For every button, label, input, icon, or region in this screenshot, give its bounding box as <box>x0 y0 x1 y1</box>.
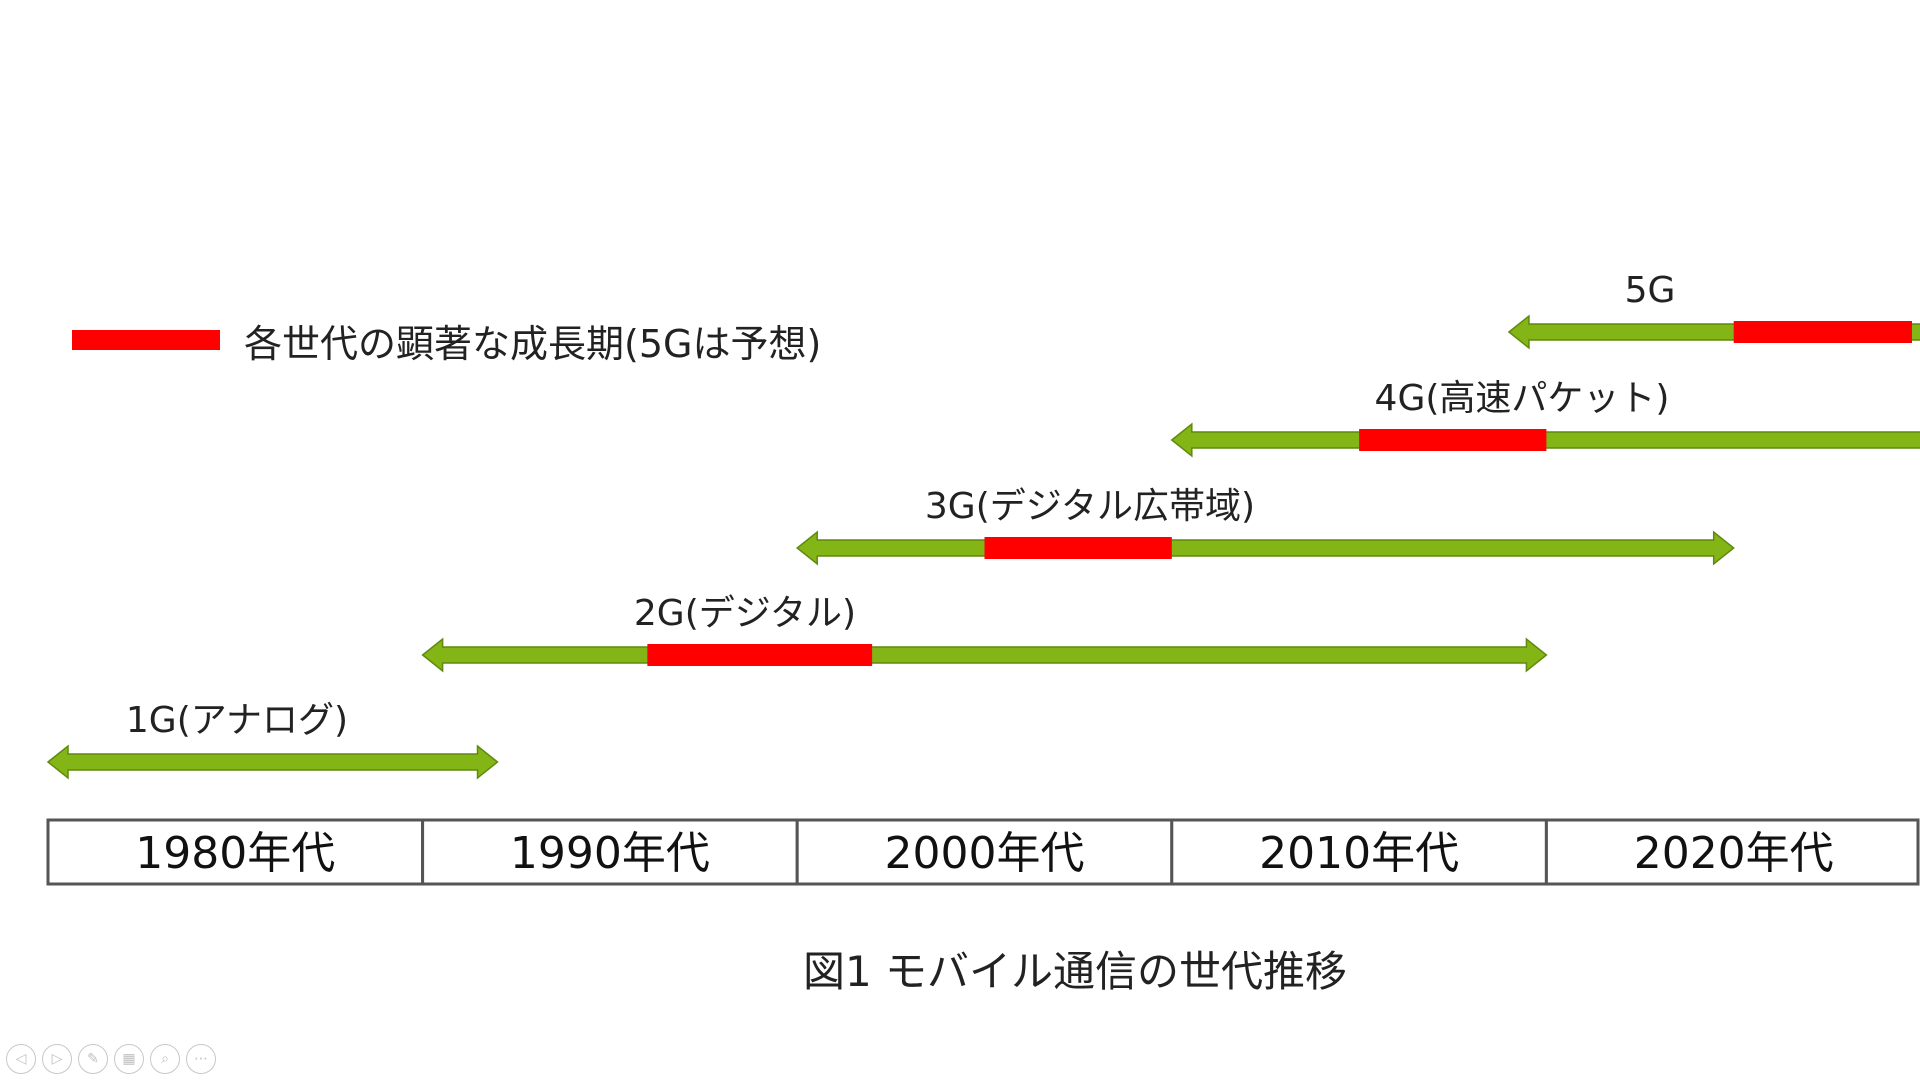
decade-cell: 1990年代 <box>421 818 799 886</box>
more-options-icon[interactable]: ⋯ <box>186 1044 216 1074</box>
decade-label: 2020年代 <box>1634 828 1834 879</box>
slides-grid-icon[interactable]: ▦ <box>114 1044 144 1074</box>
decade-cell-border <box>795 818 1174 886</box>
generation-label: 2G(デジタル) <box>634 593 856 634</box>
figure-caption: 図1 モバイル通信の世代推移 <box>803 947 1347 996</box>
generation-arrow <box>795 530 1735 566</box>
generation-4g: 4G(高速パケット) <box>1170 378 1920 458</box>
decade-table: 1980年代 1990年代 2000年代 2010年代 2020年代 <box>46 818 1920 886</box>
next-slide-icon[interactable]: ▷ <box>42 1044 72 1074</box>
decade-cell: 1980年代 <box>46 818 425 886</box>
generation-label: 1G(アナログ) <box>126 700 348 741</box>
decade-label: 2000年代 <box>885 828 1085 879</box>
growth-period-bar <box>1733 321 1912 343</box>
slideshow-toolbar: ◁ ▷ ✎ ▦ ⌕ ⋯ <box>6 1044 216 1076</box>
decade-label: 1990年代 <box>510 828 710 879</box>
previous-slide-icon[interactable]: ◁ <box>6 1044 36 1074</box>
decade-cell-border <box>1170 818 1548 886</box>
generation-3g: 3G(デジタル広帯域) <box>795 486 1735 566</box>
legend-label: 各世代の顕著な成長期(5Gは予想) <box>244 322 821 366</box>
generation-2g: 2G(デジタル) <box>421 593 1548 673</box>
generation-label: 5G <box>1625 270 1676 311</box>
decade-cell-border <box>1544 818 1920 886</box>
decade-cell: 2010年代 <box>1170 818 1548 886</box>
generation-arrow <box>46 744 499 780</box>
decade-label: 2010年代 <box>1259 828 1459 879</box>
generation-arrows: 1G(アナログ) 2G(デジタル) 3G(デジタル広帯域) 4G(高速パケット) 5G <box>46 270 1920 780</box>
generation-1g: 1G(アナログ) <box>46 700 499 780</box>
growth-period-bar <box>647 644 873 666</box>
decade-cell: 2020年代 <box>1544 818 1920 886</box>
decade-cell: 2000年代 <box>795 818 1174 886</box>
generation-label: 3G(デジタル広帯域) <box>925 486 1255 527</box>
generation-arrow <box>421 637 1548 673</box>
growth-period-bar <box>1359 429 1547 451</box>
legend-swatch <box>72 330 220 350</box>
pen-icon[interactable]: ✎ <box>78 1044 108 1074</box>
decade-label: 1980年代 <box>135 828 335 879</box>
legend: 各世代の顕著な成長期(5Gは予想) <box>72 322 821 366</box>
generation-5g: 5G <box>1507 270 1920 350</box>
generation-label: 4G(高速パケット) <box>1375 378 1670 419</box>
zoom-icon[interactable]: ⌕ <box>150 1044 180 1074</box>
growth-period-bar <box>984 537 1172 559</box>
